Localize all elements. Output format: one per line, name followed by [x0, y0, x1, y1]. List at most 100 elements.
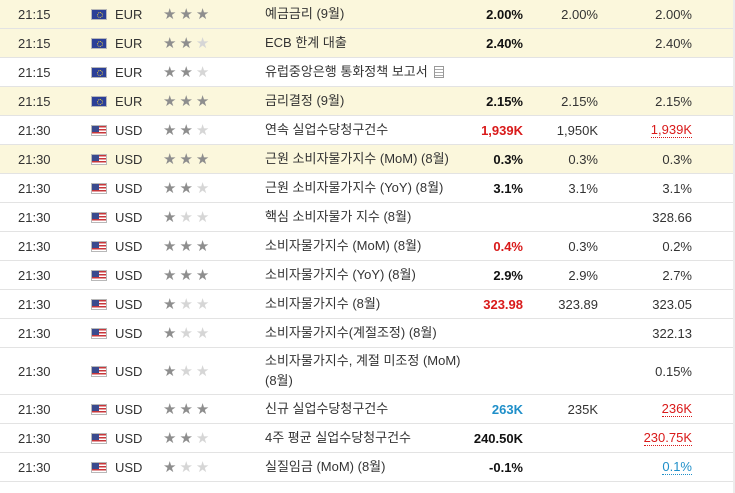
previous-value-text[interactable]: 236K [661, 400, 692, 417]
previous-value: 2.7% [600, 261, 692, 289]
event-name[interactable]: 금리결정 (9월) [265, 93, 345, 108]
event-name[interactable]: 소비자물가지수 (YoY) (8월) [265, 267, 416, 282]
event-name[interactable]: 핵심 소비자물가 지수 (8월) [265, 209, 412, 224]
event-name-link[interactable]: 연속 실업수당청구건수 [265, 116, 470, 144]
time-cell: 21:30 [18, 363, 51, 379]
table-row[interactable]: 21:30 USD ★ ★ ★ 근원 소비자물가지수 (YoY) (8월) 3.1% 3.1%… [0, 174, 735, 203]
star-icon: ★ [195, 295, 210, 313]
table-row[interactable]: 21:30 USD ★ ★ ★ 연속 실업수당청구건수 1,939K 1,950K 1,939K [0, 116, 735, 145]
time-cell: 21:15 [18, 93, 51, 109]
flag-cell [91, 174, 107, 202]
table-row[interactable]: 21:30 USD ★ ★ ★ 소비자물가지수 (YoY) (8월) 2.9% 2.9% 2.7… [0, 261, 735, 290]
event-name[interactable]: 신규 실업수당청구건수 [265, 401, 389, 416]
previous-value: 236K [600, 395, 692, 423]
star-icon: ★ [195, 63, 210, 81]
star-icon: ★ [163, 362, 177, 380]
star-icon: ★ [163, 237, 177, 255]
event-name-link[interactable]: 핵심 소비자물가 지수 (8월) [265, 203, 470, 231]
table-row[interactable]: 21:30 USD ★ ★ ★ 4주 평균 실업수당청구건수 240.50K 230.75K [0, 424, 735, 453]
table-row[interactable]: 21:30 USD ★ ★ ★ 소비자물가지수, 계절 미조정 (MoM) (8월) 0.1… [0, 348, 735, 395]
event-name-link[interactable]: 4주 평균 실업수당청구건수 [265, 424, 470, 452]
time-cell: 21:30 [18, 267, 51, 283]
scrollbar-edge[interactable] [733, 0, 735, 493]
star-icon: ★ [179, 92, 193, 110]
event-name[interactable]: 연속 실업수당청구건수 [265, 122, 389, 137]
importance-stars: ★ ★ ★ [163, 0, 223, 28]
event-name-link[interactable]: 소비자물가지수(계절조정) (8월) [265, 319, 470, 347]
forecast-value: 2.00% [561, 6, 598, 22]
table-row[interactable]: 21:15 EUR ★ ★ ★ 예금금리 (9월) 2.00% 2.00% 2.00% [0, 0, 735, 29]
table-row[interactable]: 21:30 USD ★ ★ ★ 근원 소비자물가지수 (MoM) (8월) 0.3% 0.3%… [0, 145, 735, 174]
flag-cell [91, 424, 107, 452]
table-row[interactable]: 21:30 USD ★ ★ ★ 소비자물가지수 (8월) 323.98 323.89 323.0… [0, 290, 735, 319]
previous-value-text[interactable]: 0.1% [662, 458, 692, 475]
time-cell: 21:15 [18, 6, 51, 22]
star-icon: ★ [179, 63, 193, 81]
previous-value-text[interactable]: 1,939K [650, 121, 692, 138]
us-flag-icon [91, 298, 107, 310]
event-name-link[interactable]: 소비자물가지수 (YoY) (8월) [265, 261, 470, 289]
actual-value: -0.1% [489, 459, 523, 475]
table-row[interactable]: 21:30 USD ★ ★ ★ 소비자물가지수(계절조정) (8월) 322.13 [0, 319, 735, 348]
previous-value-text: 323.05 [652, 296, 692, 312]
event-name-link[interactable]: 근원 소비자물가지수 (MoM) (8월) [265, 145, 470, 173]
event-name[interactable]: 유럽중앙은행 통화정책 보고서 [265, 64, 428, 79]
table-row[interactable]: 21:15 EUR ★ ★ ★ 유럽중앙은행 통화정책 보고서 [0, 58, 735, 87]
importance-stars: ★ ★ ★ [163, 29, 223, 57]
event-name-link[interactable]: 신규 실업수당청구건수 [265, 395, 470, 423]
star-icon: ★ [163, 34, 177, 52]
event-name-link[interactable]: 금리결정 (9월) [265, 87, 470, 115]
table-row[interactable]: 21:15 EUR ★ ★ ★ 금리결정 (9월) 2.15% 2.15% 2.15% [0, 87, 735, 116]
event-name-link[interactable]: 소비자물가지수, 계절 미조정 (MoM) (8월) [265, 348, 470, 394]
event-name[interactable]: 소비자물가지수, 계절 미조정 (MoM) (8월) [265, 353, 461, 388]
event-name[interactable]: ECB 한계 대출 [265, 35, 347, 50]
star-icon: ★ [179, 266, 193, 284]
event-name-link[interactable]: 소비자물가지수 (8월) [265, 290, 470, 318]
importance-stars: ★ ★ ★ [163, 232, 223, 260]
currency-cell: USD [115, 363, 143, 379]
event-name[interactable]: 4주 평균 실업수당청구건수 [265, 430, 412, 445]
event-name[interactable]: 소비자물가지수(계절조정) (8월) [265, 325, 437, 340]
star-icon: ★ [195, 429, 210, 447]
table-row[interactable]: 21:30 USD ★ ★ ★ 핵심 소비자물가 지수 (8월) 328.66 [0, 203, 735, 232]
currency-cell: EUR [115, 6, 143, 22]
event-name-link[interactable]: 유럽중앙은행 통화정책 보고서 [265, 58, 470, 86]
previous-value-text: 0.15% [655, 363, 692, 379]
event-name[interactable]: 실질임금 (MoM) (8월) [265, 459, 386, 474]
event-name-link[interactable]: 소비자물가지수 (MoM) (8월) [265, 232, 470, 260]
table-row[interactable]: 21:15 EUR ★ ★ ★ ECB 한계 대출 2.40% 2.40% [0, 29, 735, 58]
table-row[interactable]: 21:30 USD ★ ★ ★ 소비자물가지수 (MoM) (8월) 0.4% 0.3% 0.2… [0, 232, 735, 261]
previous-value-text: 2.15% [655, 93, 692, 109]
forecast-value: 323.89 [558, 296, 598, 312]
event-name[interactable]: 소비자물가지수 (8월) [265, 296, 381, 311]
importance-stars: ★ ★ ★ [163, 424, 223, 452]
flag-cell [91, 87, 107, 115]
flag-cell [91, 203, 107, 231]
star-icon: ★ [195, 458, 210, 476]
table-row[interactable]: 21:30 USD ★ ★ ★ 실질임금 (MoM) (8월) -0.1% 0.1% [0, 453, 735, 482]
star-icon: ★ [179, 458, 193, 476]
time-cell: 21:30 [18, 401, 51, 417]
event-name[interactable]: 근원 소비자물가지수 (YoY) (8월) [265, 180, 444, 195]
event-name-link[interactable]: 예금금리 (9월) [265, 0, 470, 28]
flag-cell [91, 232, 107, 260]
forecast-value [520, 203, 598, 231]
event-name[interactable]: 근원 소비자물가지수 (MoM) (8월) [265, 151, 449, 166]
star-icon: ★ [179, 362, 193, 380]
previous-value-text[interactable]: 230.75K [643, 429, 692, 446]
previous-value: 3.1% [600, 174, 692, 202]
time-cell: 21:30 [18, 180, 51, 196]
event-name-link[interactable]: ECB 한계 대출 [265, 29, 470, 57]
time-cell: 21:30 [18, 209, 51, 225]
star-icon: ★ [163, 266, 177, 284]
event-name[interactable]: 예금금리 (9월) [265, 6, 345, 21]
table-row[interactable]: 21:30 USD ★ ★ ★ 신규 실업수당청구건수 263K 235K 236K [0, 395, 735, 424]
forecast-value: 0.3% [568, 238, 598, 254]
document-icon[interactable] [433, 66, 444, 78]
event-name[interactable]: 소비자물가지수 (MoM) (8월) [265, 238, 422, 253]
star-icon: ★ [163, 429, 177, 447]
event-name-link[interactable]: 근원 소비자물가지수 (YoY) (8월) [265, 174, 470, 202]
eu-flag-icon [91, 37, 107, 49]
event-name-link[interactable]: 실질임금 (MoM) (8월) [265, 453, 470, 481]
flag-cell [91, 348, 107, 394]
